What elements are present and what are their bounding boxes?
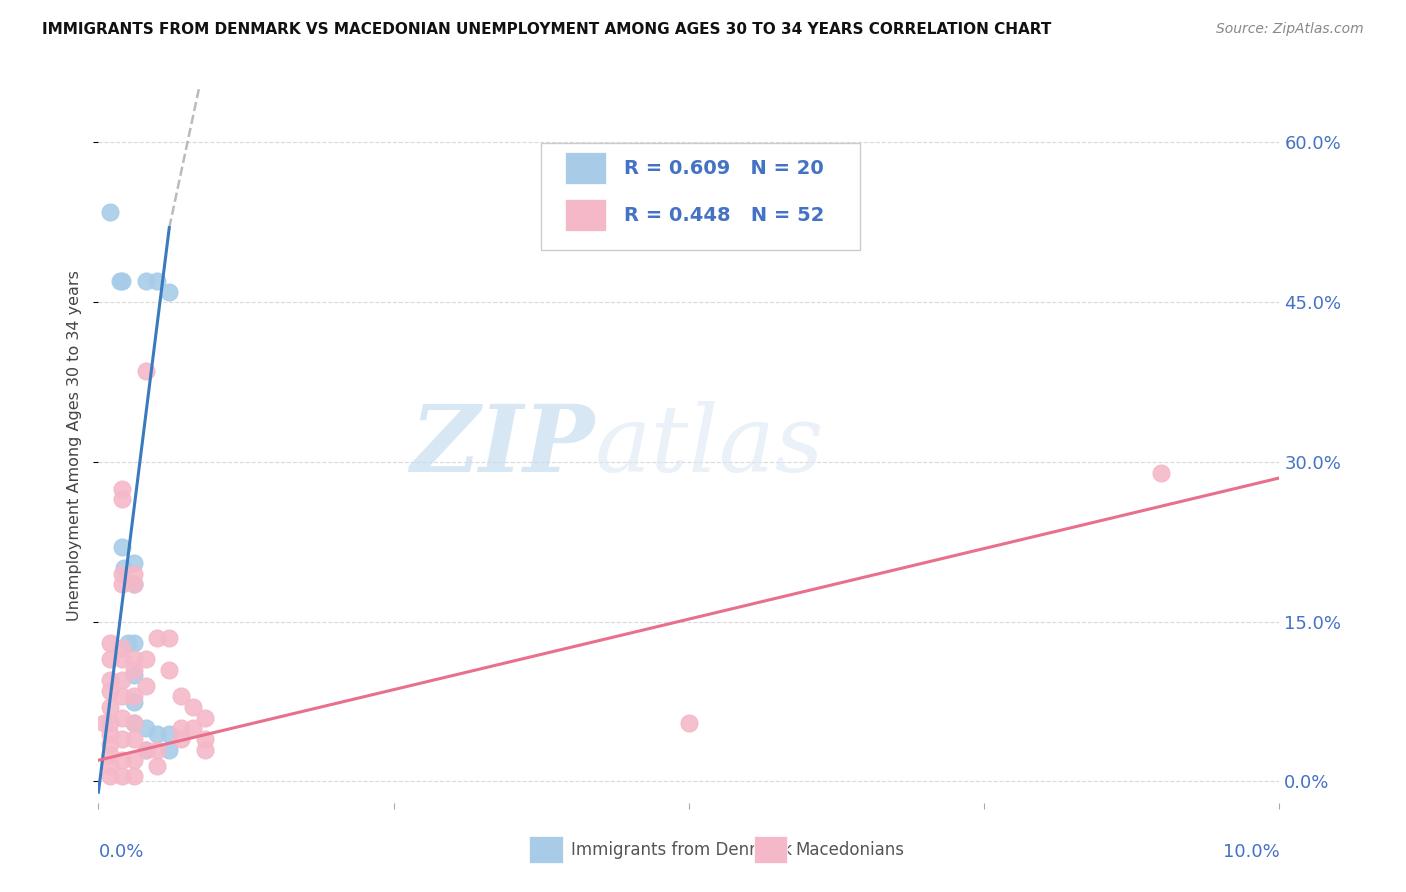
Point: [122, 577, 145, 591]
FancyBboxPatch shape: [565, 153, 606, 185]
Text: Source: ZipAtlas.com: Source: ZipAtlas.com: [1216, 22, 1364, 37]
Point: [157, 663, 180, 677]
Point: [135, 364, 157, 378]
Point: [170, 690, 193, 704]
Text: Macedonians: Macedonians: [796, 841, 904, 859]
Text: R = 0.448   N = 52: R = 0.448 N = 52: [624, 206, 824, 225]
Text: 0.0%: 0.0%: [98, 843, 143, 861]
Point: [146, 742, 169, 756]
Point: [135, 652, 157, 666]
Point: [111, 690, 134, 704]
Point: [122, 690, 145, 704]
Point: [111, 482, 134, 496]
Point: [122, 556, 145, 570]
Point: [98, 726, 121, 740]
Point: [181, 700, 204, 714]
Point: [122, 577, 145, 591]
Point: [108, 274, 131, 288]
Point: [157, 631, 180, 645]
Point: [111, 492, 134, 507]
Point: [122, 715, 145, 730]
Text: atlas: atlas: [595, 401, 824, 491]
Point: [170, 731, 193, 746]
Point: [678, 715, 700, 730]
Point: [194, 731, 217, 746]
Text: Immigrants from Denmark: Immigrants from Denmark: [571, 841, 792, 859]
Point: [146, 631, 169, 645]
FancyBboxPatch shape: [541, 143, 860, 250]
Point: [111, 731, 134, 746]
Point: [122, 636, 145, 650]
Point: [98, 769, 121, 783]
Point: [146, 274, 169, 288]
Point: [157, 742, 180, 756]
Point: [122, 731, 145, 746]
Point: [111, 274, 134, 288]
Point: [135, 274, 157, 288]
FancyBboxPatch shape: [754, 837, 787, 863]
Point: [122, 715, 145, 730]
Point: [122, 769, 145, 783]
Point: [194, 710, 217, 724]
Point: [135, 742, 157, 756]
Point: [111, 753, 134, 767]
Point: [181, 721, 204, 735]
Point: [98, 204, 121, 219]
Point: [111, 577, 134, 591]
Point: [98, 715, 121, 730]
Point: [170, 721, 193, 735]
Point: [122, 668, 145, 682]
Text: IMMIGRANTS FROM DENMARK VS MACEDONIAN UNEMPLOYMENT AMONG AGES 30 TO 34 YEARS COR: IMMIGRANTS FROM DENMARK VS MACEDONIAN UN…: [42, 22, 1052, 37]
Point: [1150, 466, 1173, 480]
Text: R = 0.609   N = 20: R = 0.609 N = 20: [624, 159, 824, 178]
Point: [98, 636, 121, 650]
Point: [98, 758, 121, 772]
Point: [122, 753, 145, 767]
Point: [135, 742, 157, 756]
Point: [111, 673, 134, 688]
Y-axis label: Unemployment Among Ages 30 to 34 years: Unemployment Among Ages 30 to 34 years: [67, 270, 83, 622]
Point: [194, 742, 217, 756]
Point: [157, 285, 180, 299]
Point: [111, 652, 134, 666]
Point: [111, 641, 134, 656]
Text: ZIP: ZIP: [411, 401, 595, 491]
Point: [146, 758, 169, 772]
FancyBboxPatch shape: [565, 199, 606, 231]
Point: [122, 652, 145, 666]
Point: [122, 663, 145, 677]
Text: 10.0%: 10.0%: [1223, 843, 1279, 861]
Point: [135, 679, 157, 693]
Point: [122, 566, 145, 581]
Point: [98, 684, 121, 698]
Point: [111, 769, 134, 783]
Point: [117, 636, 139, 650]
Point: [98, 700, 121, 714]
Point: [93, 715, 115, 730]
Point: [112, 561, 135, 575]
Point: [98, 737, 121, 751]
Point: [98, 652, 121, 666]
Point: [122, 695, 145, 709]
Point: [111, 540, 134, 554]
FancyBboxPatch shape: [530, 837, 562, 863]
Point: [111, 710, 134, 724]
Point: [98, 747, 121, 762]
Point: [111, 566, 134, 581]
Point: [157, 726, 180, 740]
Point: [146, 726, 169, 740]
Point: [98, 673, 121, 688]
Point: [135, 721, 157, 735]
